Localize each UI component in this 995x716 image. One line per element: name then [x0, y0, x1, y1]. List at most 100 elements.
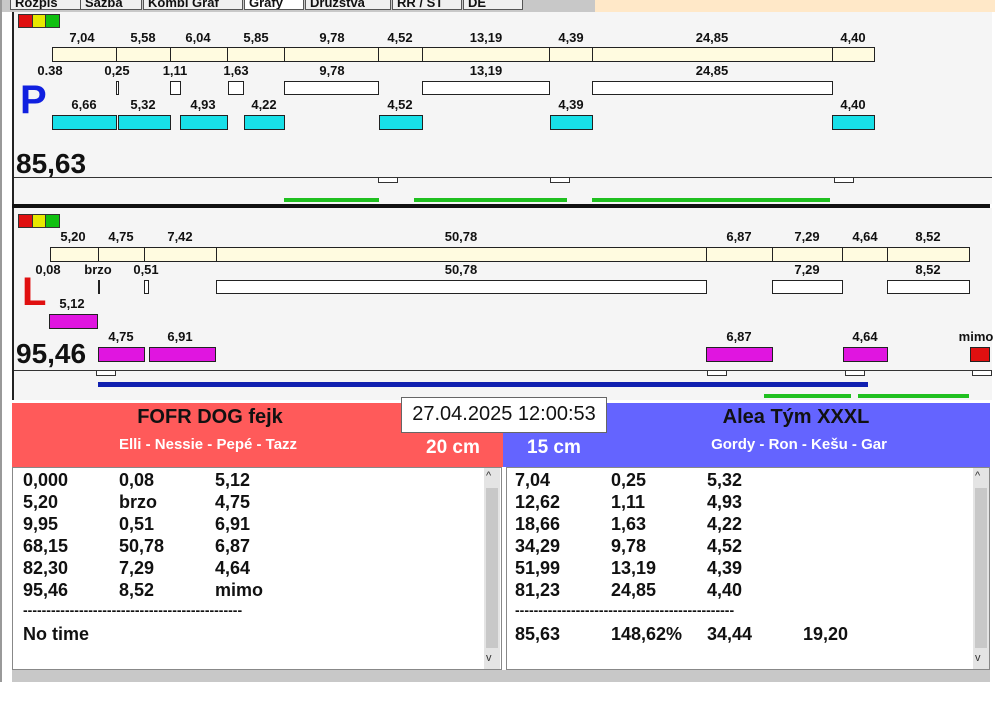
traffic-light-icon [18, 14, 60, 28]
l-top-label: 50,78 [444, 229, 478, 244]
l-segment [50, 247, 99, 262]
p-top-label: 9,78 [319, 30, 345, 45]
l-top-label: 4,64 [852, 229, 878, 244]
panel-l-letter: L [22, 270, 47, 314]
l-top-label: 8,52 [915, 229, 941, 244]
l-top-label: 6,87 [726, 229, 752, 244]
l-magenta-bar [149, 347, 216, 362]
p-cyan-bar [118, 115, 171, 130]
l-magenta-bar [843, 347, 888, 362]
p-top-label: 5,85 [243, 30, 269, 45]
traffic-light-icon [18, 214, 60, 228]
left-team-cm: 20 cm [426, 437, 480, 458]
l-green-bar [858, 394, 969, 398]
l-mid-label: 0,51 [133, 262, 159, 277]
tab-kombi-graf[interactable]: Kombi Graf [143, 0, 243, 10]
l-segment [887, 247, 970, 262]
p-cyan-bar [180, 115, 228, 130]
p-top-label: 24,85 [695, 30, 729, 45]
scroll-down-icon[interactable]: v [486, 652, 492, 664]
l-magenta-bar [706, 347, 773, 362]
panel-l: 5,20 4,75 7,42 50,78 6,87 7,29 4,64 8,52… [12, 208, 994, 400]
p-segment [592, 47, 833, 62]
l-top-label: 4,75 [108, 229, 134, 244]
p-tick [834, 177, 854, 183]
l-outline-bar [887, 280, 970, 294]
p-bottom-label: 5,32 [130, 97, 156, 112]
l-segment [144, 247, 217, 262]
l-green-bar [764, 394, 851, 398]
l-mid-label: brzo [84, 262, 112, 277]
tab-sazba[interactable]: Sazba [80, 0, 142, 10]
p-cyan-bar [244, 115, 285, 130]
datetime-display: 27.04.2025 12:00:53 [401, 397, 607, 433]
scroll-down-icon[interactable]: v [975, 652, 981, 664]
p-outline-bar [592, 81, 833, 95]
l-mid-label: 50,78 [444, 262, 478, 277]
l-segment [216, 247, 707, 262]
p-bottom-label: 4,39 [558, 97, 584, 112]
l-bottom-label: 6,91 [167, 329, 193, 344]
l-bottom-label: mimo [958, 329, 994, 344]
scroll-thumb[interactable] [486, 488, 498, 648]
p-top-label: 13,19 [469, 30, 503, 45]
l-outline-bar [98, 280, 100, 294]
bottom-status-bar [12, 670, 990, 682]
p-baseline [14, 177, 992, 178]
scroll-up-icon[interactable]: ^ [486, 470, 492, 482]
l-mid-label: 7,29 [794, 262, 820, 277]
p-mid-label: 24,85 [695, 63, 729, 78]
p-mid-label: 9,78 [319, 63, 345, 78]
l-outline-bar [772, 280, 843, 294]
p-green-bar [592, 198, 830, 202]
scroll-thumb[interactable] [975, 488, 987, 648]
left-team-name: FOFR DOG fejk [137, 406, 283, 428]
tab-strip-filler [595, 0, 995, 12]
tab-rr-st[interactable]: RR / ST [392, 0, 462, 10]
l-bottom-label: 6,87 [726, 329, 752, 344]
l-mid-label: 8,52 [915, 262, 941, 277]
p-mid-label: 1,11 [162, 63, 188, 78]
p-segment [116, 47, 171, 62]
l-segment [842, 247, 888, 262]
p-segment [284, 47, 379, 62]
p-segment [227, 47, 285, 62]
l-top-label: 7,29 [794, 229, 820, 244]
l-segment [772, 247, 843, 262]
p-tick [550, 177, 570, 183]
p-segment [832, 47, 875, 62]
l-bottom-label: 4,75 [108, 329, 134, 344]
tab-grafy[interactable]: Grafy [244, 0, 304, 10]
p-bottom-label: 4,40 [840, 97, 866, 112]
l-tick [707, 370, 727, 376]
tab-de[interactable]: DE [463, 0, 523, 10]
panel-p-total: 85,63 [16, 148, 87, 179]
left-scrollbar[interactable]: ^ v [484, 468, 500, 669]
l-segment [706, 247, 773, 262]
left-edge [0, 0, 2, 682]
p-cyan-bar [52, 115, 117, 130]
p-segment [378, 47, 423, 62]
l-baseline [14, 370, 992, 371]
l-low-label: 5,12 [59, 296, 85, 311]
p-green-bar [284, 198, 379, 202]
l-outline-bar [216, 280, 707, 294]
p-mid-label: 13,19 [469, 63, 503, 78]
p-bottom-label: 4,93 [190, 97, 216, 112]
l-magenta-bar [98, 347, 145, 362]
scroll-up-icon[interactable]: ^ [975, 470, 981, 482]
p-outline-bar [116, 81, 119, 95]
p-outline-bar [228, 81, 244, 95]
tab-strip: Rozpis Sazba Kombi Graf Grafy Družstva R… [0, 0, 995, 12]
p-top-label: 7,04 [69, 30, 95, 45]
right-scrollbar[interactable]: ^ v [973, 468, 989, 669]
panel-p: 7,04 5,58 6,04 5,85 9,78 4,52 13,19 4,39… [12, 12, 992, 204]
right-team-name: Alea Tým XXXL [722, 406, 870, 428]
tab-druzstva[interactable]: Družstva [305, 0, 391, 10]
p-mid-label: 0,25 [104, 63, 130, 78]
p-mid-label: 1,63 [223, 63, 249, 78]
p-mid-label: 0.38 [37, 63, 63, 78]
panel-l-total: 95,46 [16, 338, 87, 369]
l-mid-label: 0,08 [35, 262, 61, 277]
panel-p-letter: P [20, 78, 47, 122]
